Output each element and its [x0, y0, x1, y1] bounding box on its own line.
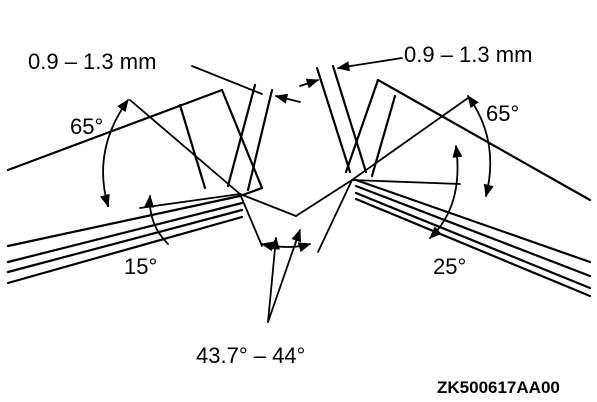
angle-arcs: [100, 94, 494, 253]
right-blade: [344, 78, 592, 298]
left-gap-bar: [226, 83, 274, 192]
right-gap-bar: [315, 64, 368, 174]
gap-label-right: 0.9 – 1.3 mm: [404, 42, 533, 67]
figure-code: ZK500617AA00: [437, 378, 560, 397]
angle-label-left-65: 65°: [70, 114, 104, 139]
left-blade: [6, 88, 264, 285]
center-angle-lines: [129, 97, 469, 253]
gap-arrows: [191, 57, 403, 104]
angle-label-right-25: 25°: [433, 254, 467, 279]
angle-label-left-15: 15°: [124, 254, 158, 279]
gap-label-left: 0.9 – 1.3 mm: [28, 49, 157, 74]
angle-label-center: 43.7° – 44°: [196, 343, 306, 368]
angle-label-right-65: 65°: [486, 101, 520, 126]
center-leaders: [267, 228, 302, 323]
